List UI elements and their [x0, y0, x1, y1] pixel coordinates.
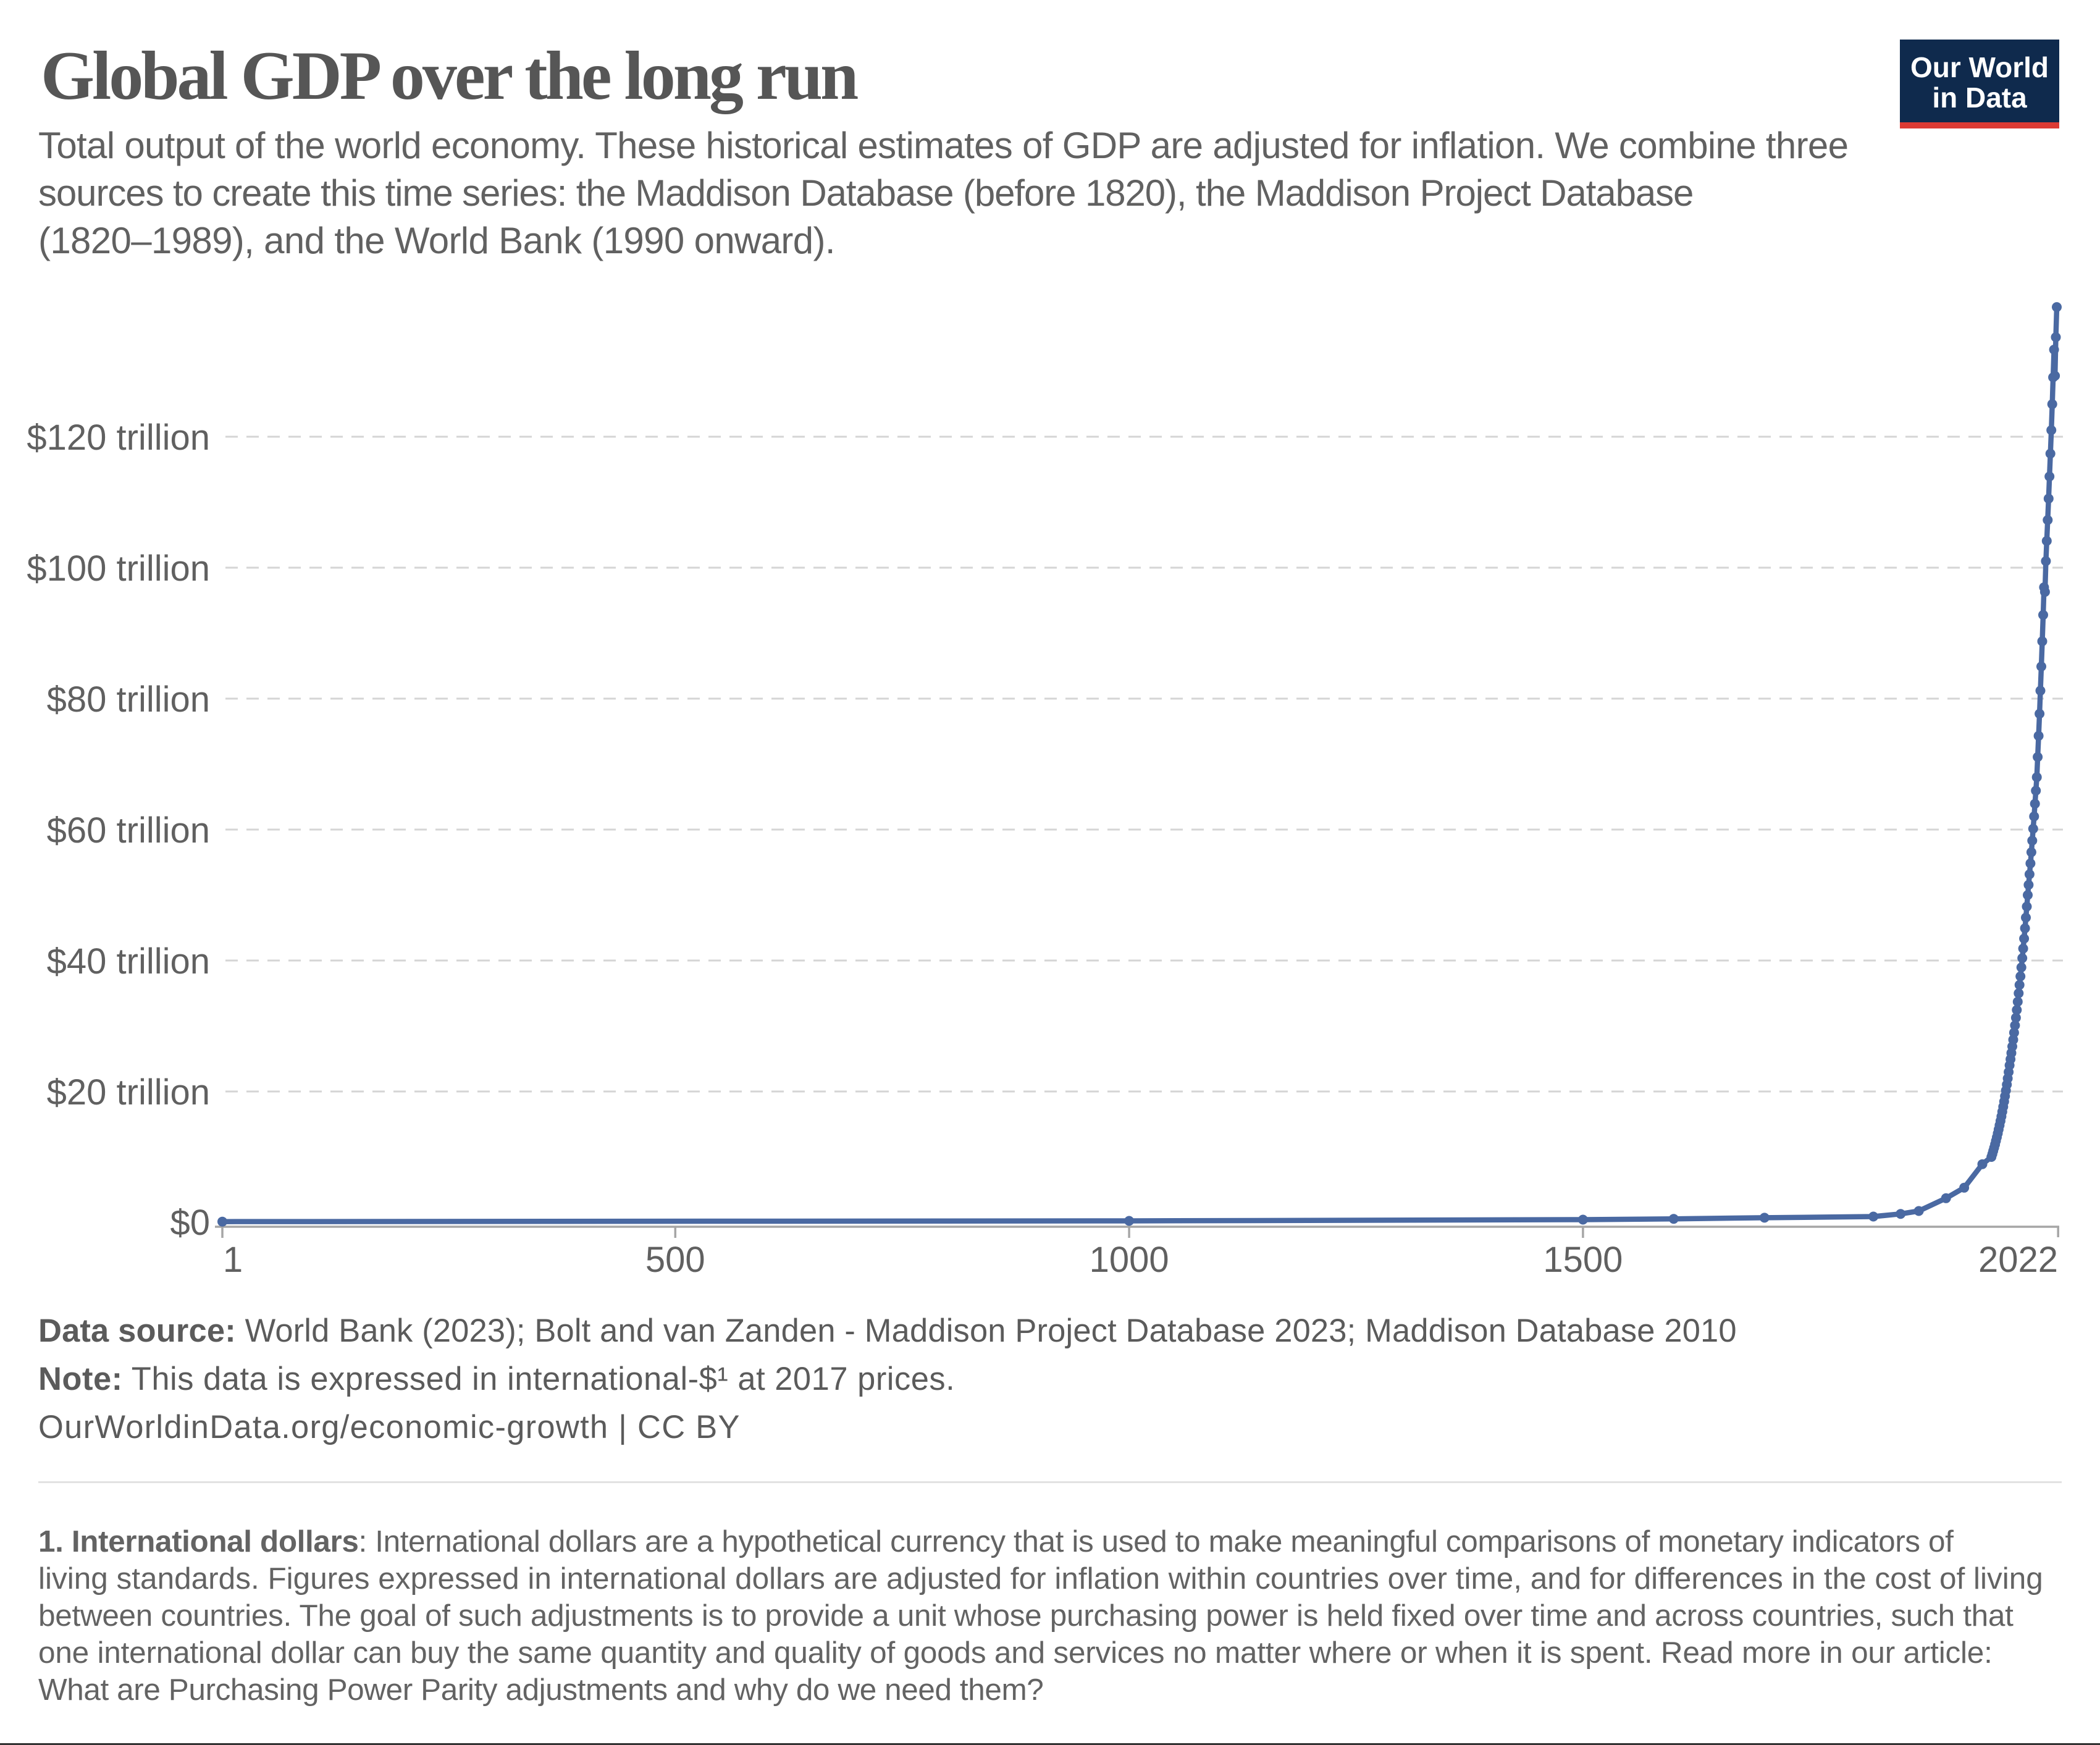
svg-text:1: 1 — [223, 1240, 243, 1280]
svg-text:$60 trillion: $60 trillion — [47, 810, 210, 851]
svg-text:$120 trillion: $120 trillion — [27, 418, 210, 458]
svg-text:$20 trillion: $20 trillion — [47, 1072, 210, 1112]
svg-text:$100 trillion: $100 trillion — [27, 549, 210, 589]
svg-text:1000: 1000 — [1090, 1240, 1169, 1280]
svg-text:$80 trillion: $80 trillion — [47, 679, 210, 720]
svg-text:$40 trillion: $40 trillion — [47, 941, 210, 982]
svg-text:1500: 1500 — [1543, 1240, 1623, 1280]
svg-text:$0: $0 — [170, 1203, 210, 1243]
svg-text:2022: 2022 — [1978, 1240, 2058, 1280]
svg-text:500: 500 — [645, 1240, 705, 1280]
